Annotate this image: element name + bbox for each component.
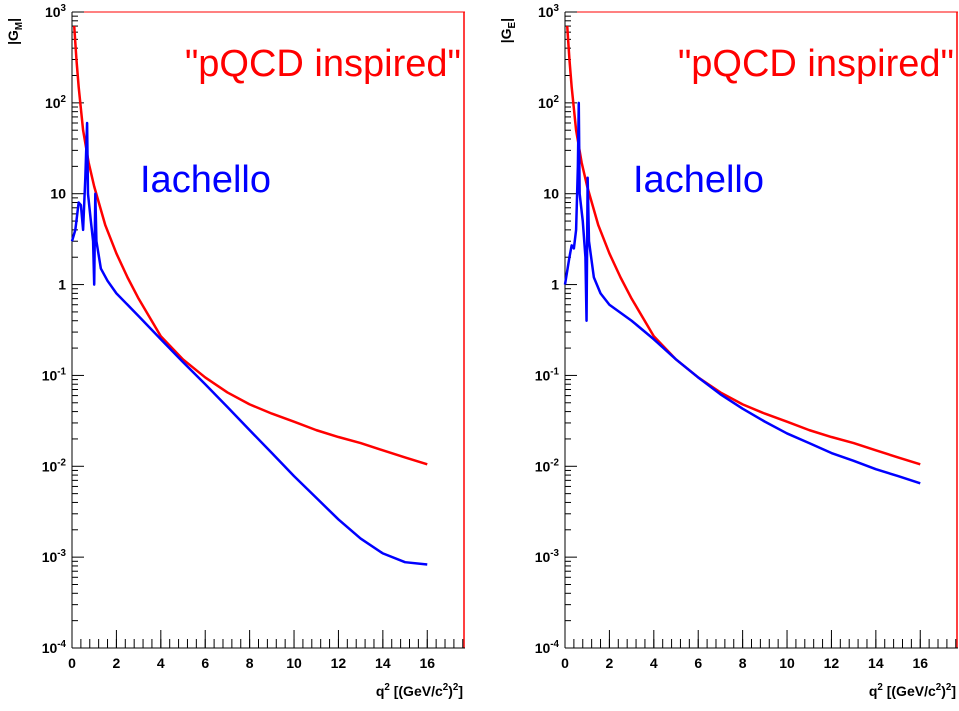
x-tick-label: 16: [419, 655, 435, 671]
y-tick-label: 10-1: [535, 366, 560, 383]
y-tick-label: 10-4: [535, 639, 560, 656]
y-tick-label: 102: [45, 94, 67, 111]
y-tick-label: 102: [538, 94, 560, 111]
data-line: [565, 25, 921, 466]
y-tick-label: 10-2: [535, 457, 560, 474]
x-tick-label: 8: [246, 655, 254, 671]
data-line: [72, 25, 428, 466]
panel: 10-4 10-3 10-2 10-1 1 10 102 103 0 2 4 6 8 10 12 14 16 q2…: [498, 3, 958, 699]
data-line: [563, 101, 921, 485]
x-tick-label: 4: [650, 655, 658, 671]
x-tick-label: 16: [912, 655, 928, 671]
y-tick-label: 1: [551, 277, 559, 293]
x-tick-label: 6: [694, 655, 702, 671]
y-tick-label: 1: [58, 277, 66, 293]
x-tick-label: 0: [68, 655, 76, 671]
x-tick-label: 12: [331, 655, 347, 671]
series-label: Iachello: [140, 159, 271, 201]
x-axis-title: q2 [(GeV/c2)2]: [376, 682, 463, 699]
x-tick-label: 8: [739, 655, 747, 671]
x-tick-label: 2: [606, 655, 614, 671]
x-tick-label: 14: [868, 655, 884, 671]
y-axis-title: |GE|: [498, 18, 518, 43]
y-tick-label: 10-1: [42, 366, 67, 383]
x-tick-label: 6: [201, 655, 209, 671]
series-label: "pQCD inspired": [678, 43, 954, 85]
y-tick-label: 10-3: [42, 548, 67, 565]
x-axis-title: q2 [(GeV/c2)2]: [869, 682, 956, 699]
y-axis-title: |GM|: [5, 18, 25, 45]
y-tick-label: 10-4: [42, 639, 67, 656]
y-tick-label: 10: [543, 186, 559, 202]
x-tick-label: 10: [286, 655, 302, 671]
y-tick-label: 103: [45, 3, 67, 20]
x-tick-label: 10: [779, 655, 795, 671]
x-tick-label: 4: [157, 655, 165, 671]
x-tick-label: 2: [113, 655, 121, 671]
panel: 10-4 10-3 10-2 10-1 1 10 102 103 0 2 4 6 8 10 12 14 16 q2…: [5, 3, 465, 699]
y-tick-label: 10: [50, 186, 66, 202]
x-tick-label: 12: [824, 655, 840, 671]
x-tick-label: 0: [561, 655, 569, 671]
series-label: Iachello: [633, 159, 764, 201]
y-tick-label: 10-2: [42, 457, 67, 474]
x-tick-label: 14: [375, 655, 391, 671]
data-line: [70, 121, 428, 566]
series-label: "pQCD inspired": [185, 43, 461, 85]
y-tick-label: 103: [538, 3, 560, 20]
y-tick-label: 10-3: [535, 548, 560, 565]
